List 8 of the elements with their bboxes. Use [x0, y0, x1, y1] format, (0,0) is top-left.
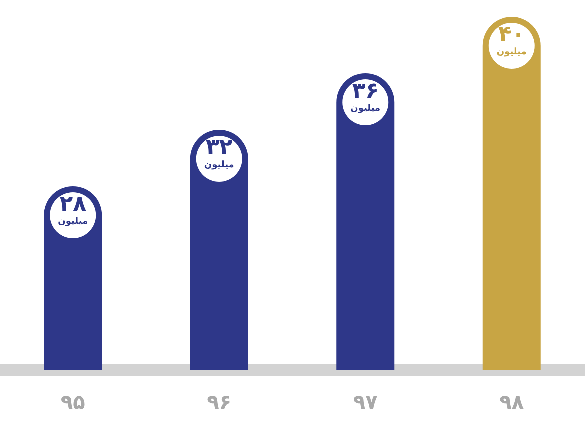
- data-label: ۲۸ میلیون: [58, 192, 88, 227]
- x-tick-label: ۹۸: [500, 390, 524, 414]
- x-tick-label: ۹۵: [60, 390, 86, 414]
- data-label: ۳۲ میلیون: [204, 135, 234, 170]
- data-label: ۴۰ میلیون: [496, 22, 527, 58]
- data-label: ۳۶ میلیون: [350, 78, 381, 114]
- x-tick-label: ۹۷: [353, 390, 378, 414]
- x-tick-label: ۹۶: [207, 390, 232, 414]
